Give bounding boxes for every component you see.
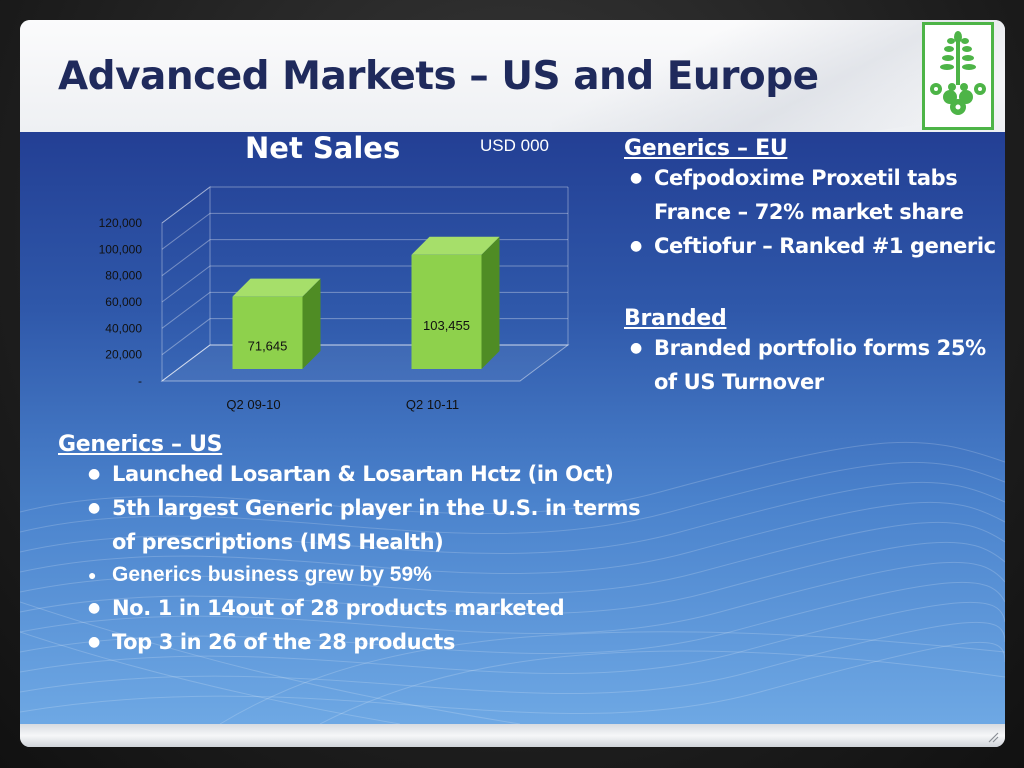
bullet-icon: ●	[630, 238, 642, 254]
list-item-line: No. 1 in 14out of 28 products marketed	[112, 596, 565, 620]
list-item-line: Launched Losartan & Losartan Hctz (in Oc…	[112, 462, 614, 486]
list-item: ● 5th largest Generic player in the U.S.…	[82, 491, 698, 559]
list-item-line: France – 72% market share	[654, 200, 964, 224]
bar	[411, 254, 482, 369]
slide: Advanced Markets – US and Europe	[20, 20, 1005, 747]
chart-title: Net Sales	[245, 131, 401, 165]
list-item: ● No. 1 in 14out of 28 products marketed	[82, 591, 698, 625]
bullet-icon: ●	[88, 634, 100, 650]
bullet-icon: ●	[88, 567, 97, 583]
bar-top	[411, 236, 500, 255]
side-wall	[161, 186, 211, 382]
list-item: ● Ceftiofur – Ranked #1 generic	[624, 229, 1004, 263]
list-item-line: Branded portfolio forms 25%	[654, 336, 986, 360]
list-item: ● Generics business grew by 59%	[82, 559, 698, 591]
generics-eu-list: ● Cefpodoxime Proxetil tabs France – 72%…	[624, 161, 1004, 263]
branded-section: Branded ● Branded portfolio forms 25% of…	[624, 306, 1004, 399]
bar-side	[481, 236, 500, 369]
gridline	[161, 212, 568, 250]
back-wall	[210, 187, 569, 346]
y-tick-label: 80,000	[105, 269, 142, 283]
list-item-line: of prescriptions (IMS Health)	[112, 530, 444, 554]
list-item: ● Cefpodoxime Proxetil tabs France – 72%…	[624, 161, 1004, 229]
chart-floor	[160, 344, 570, 382]
y-tick-label: 100,000	[99, 242, 143, 256]
branded-list: ● Branded portfolio forms 25% of US Turn…	[624, 331, 1004, 399]
data-label: 103,455	[423, 318, 470, 333]
list-item-line: Ceftiofur – Ranked #1 generic	[654, 234, 996, 258]
y-tick-label: 20,000	[105, 348, 142, 362]
generics-eu-section: Generics – EU ● Cefpodoxime Proxetil tab…	[624, 136, 1004, 263]
footer-bar	[20, 724, 1005, 747]
generics-us-heading: Generics – US	[58, 432, 223, 457]
page-title: Advanced Markets – US and Europe	[58, 54, 819, 99]
title-area: Advanced Markets – US and Europe	[20, 20, 1005, 132]
bullet-icon: ●	[630, 170, 642, 186]
generics-us-list: ● Launched Losartan & Losartan Hctz (in …	[82, 457, 698, 659]
list-item-line: 5th largest Generic player in the U.S. i…	[112, 496, 641, 520]
y-tick-label: -	[138, 374, 142, 388]
bullet-icon: ●	[630, 340, 642, 356]
background-waves	[20, 441, 1005, 724]
bar-side	[302, 278, 321, 369]
generics-eu-heading: Generics – EU	[624, 136, 788, 161]
branded-heading: Branded	[624, 306, 727, 331]
gridline	[161, 186, 568, 224]
list-item-line: of US Turnover	[654, 370, 824, 394]
y-tick-label: 40,000	[105, 321, 142, 335]
list-item-line: Generics business grew by 59%	[112, 563, 432, 586]
generics-us-section: Generics – US ● Launched Losartan & Losa…	[58, 432, 698, 659]
bullet-icon: ●	[88, 466, 100, 482]
bar	[232, 296, 303, 369]
x-tick-label: Q2 09-10	[226, 397, 280, 412]
content-area	[20, 132, 1005, 724]
gridline	[161, 291, 568, 329]
list-item-line: Top 3 in 26 of the 28 products	[112, 630, 455, 654]
bullet-icon: ●	[88, 600, 100, 616]
list-item-line: Cefpodoxime Proxetil tabs	[654, 166, 958, 190]
bullet-icon: ●	[88, 500, 100, 516]
list-item: ● Branded portfolio forms 25% of US Turn…	[624, 331, 1004, 399]
x-tick-label: Q2 10-11	[406, 397, 459, 412]
y-tick-label: 120,000	[99, 216, 143, 230]
list-item: ● Launched Losartan & Losartan Hctz (in …	[82, 457, 698, 491]
list-item: ● Top 3 in 26 of the 28 products	[82, 625, 698, 659]
gridline	[161, 265, 568, 303]
gridline	[161, 239, 568, 277]
company-logo	[922, 22, 994, 130]
bar-top	[232, 278, 321, 297]
resize-grip-icon	[988, 732, 999, 743]
chart-units: USD 000	[480, 136, 549, 155]
net-sales-chart: - 20,000 40,000 60,000 80,000 100,000 120,000 7…	[99, 186, 570, 412]
y-tick-label: 60,000	[105, 295, 142, 309]
plant-logo-icon	[930, 31, 986, 115]
data-label: 71,645	[248, 339, 288, 354]
